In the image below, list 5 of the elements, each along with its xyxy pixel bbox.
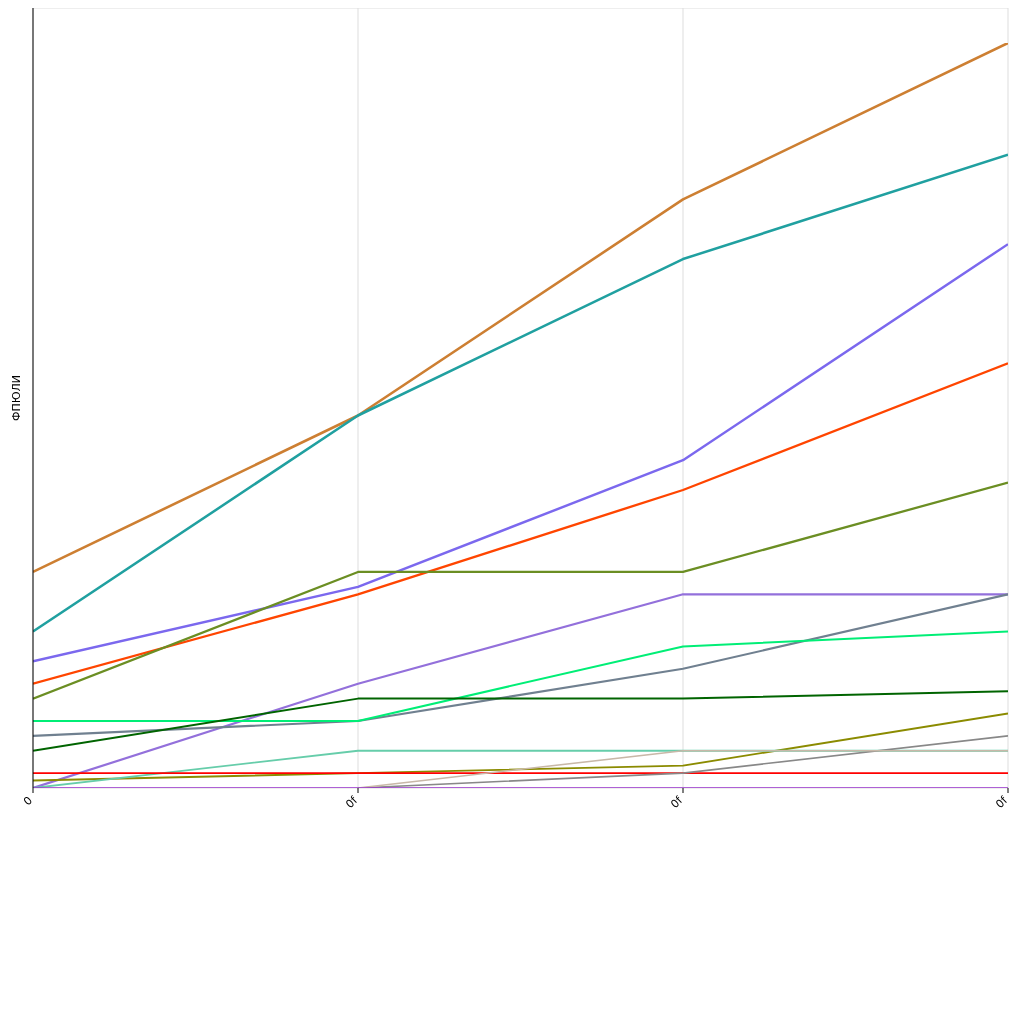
x-tick-label: 0 xyxy=(20,793,36,809)
x-tick-label: 0f xyxy=(668,793,686,811)
x-tick-label: 0f xyxy=(993,793,1011,811)
y-axis-title: ФПЮЛИ xyxy=(9,374,23,422)
x-tick-label: 0f xyxy=(343,793,361,811)
